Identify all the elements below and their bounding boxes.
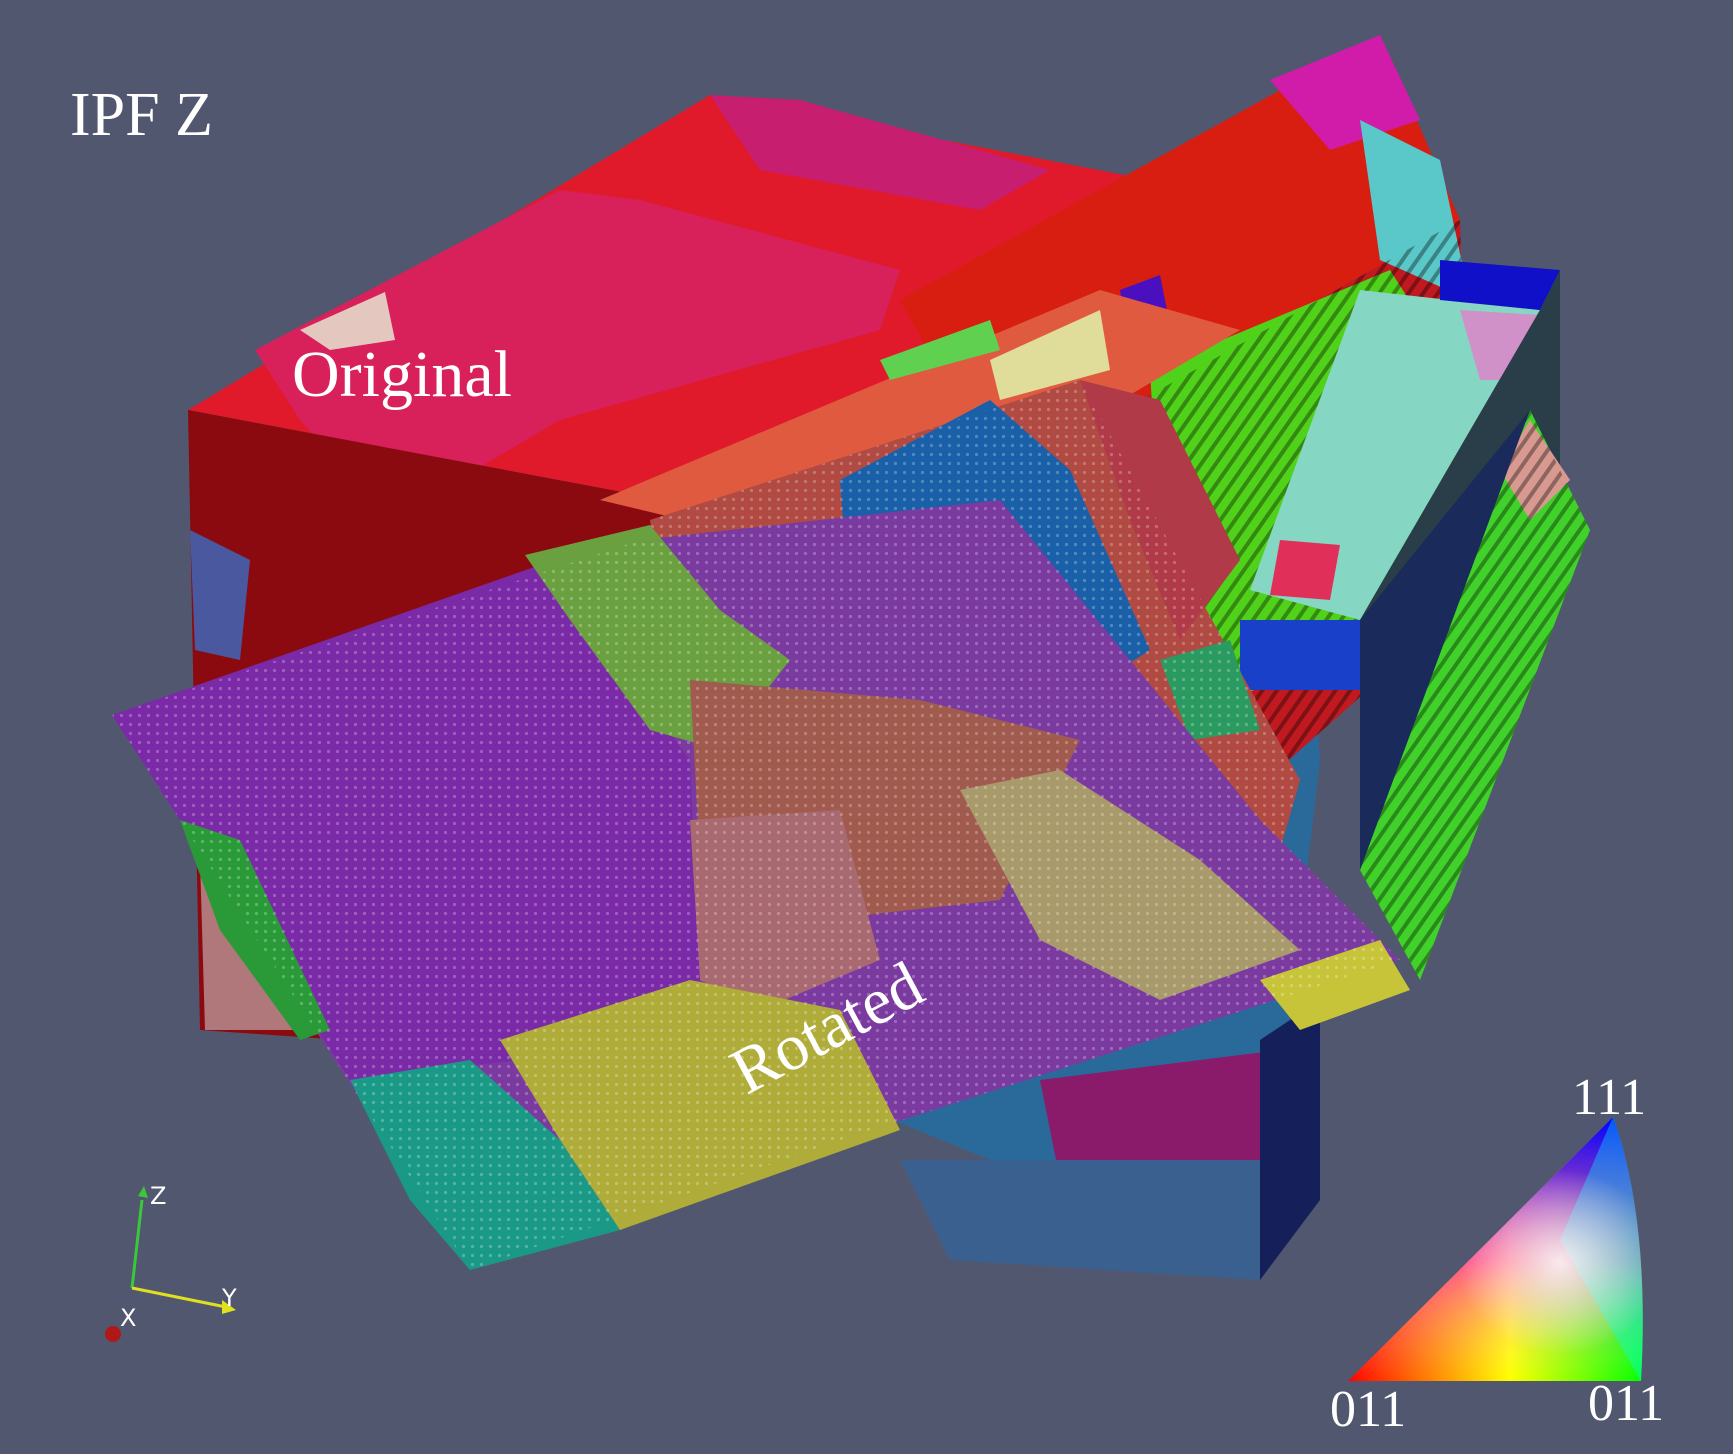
z-axis-line (130, 1199, 144, 1289)
orientation-axes (105, 1186, 236, 1342)
middle-slab-top-grain-green (880, 320, 1000, 380)
z-axis-label: Z (150, 1182, 167, 1210)
original-top-grain-light (300, 292, 395, 350)
middle-slab-grain-dark-red (1080, 380, 1240, 640)
ipf-key-bottom-right-label: 011 (1588, 1375, 1665, 1432)
ipf-key-bottom-left-label: 011 (1330, 1381, 1407, 1438)
ipf-triangle-white-center (1348, 1117, 1643, 1381)
ipf-key-top-label: 111 (1572, 1069, 1647, 1126)
original-side-grain-steelblue (900, 1160, 1270, 1280)
original-side-grain-navy (1260, 1000, 1320, 1280)
x-axis-marker (105, 1326, 121, 1342)
z-axis-arrowhead (138, 1186, 148, 1198)
original-front-grain-blue (190, 530, 250, 660)
ipf-color-key (1348, 1117, 1643, 1381)
middle-slab-top-grain-light (990, 310, 1110, 400)
y-axis-label: Y (222, 1284, 237, 1312)
cyan-bar-blue-end (1240, 620, 1370, 690)
cyan-bar-face (1250, 290, 1540, 620)
original-top-grain-magenta (710, 95, 1050, 210)
ipf-title: IPF Z (70, 81, 213, 149)
cyan-bar-blue-cap (1440, 260, 1560, 310)
rotated-front-slab (112, 500, 1410, 1270)
original-top-grain-pink (255, 190, 900, 520)
y-axis-line (131, 1286, 227, 1309)
original-label: Original (292, 338, 512, 411)
x-axis-label: X (120, 1304, 137, 1332)
back-slab-top-grain-magenta (1270, 35, 1420, 150)
original-side-grain-magenta (1040, 1050, 1280, 1180)
green-slab (1360, 410, 1590, 980)
cyan-bar-red-grain (1270, 540, 1340, 600)
y-axis-arrowhead (222, 1300, 236, 1314)
